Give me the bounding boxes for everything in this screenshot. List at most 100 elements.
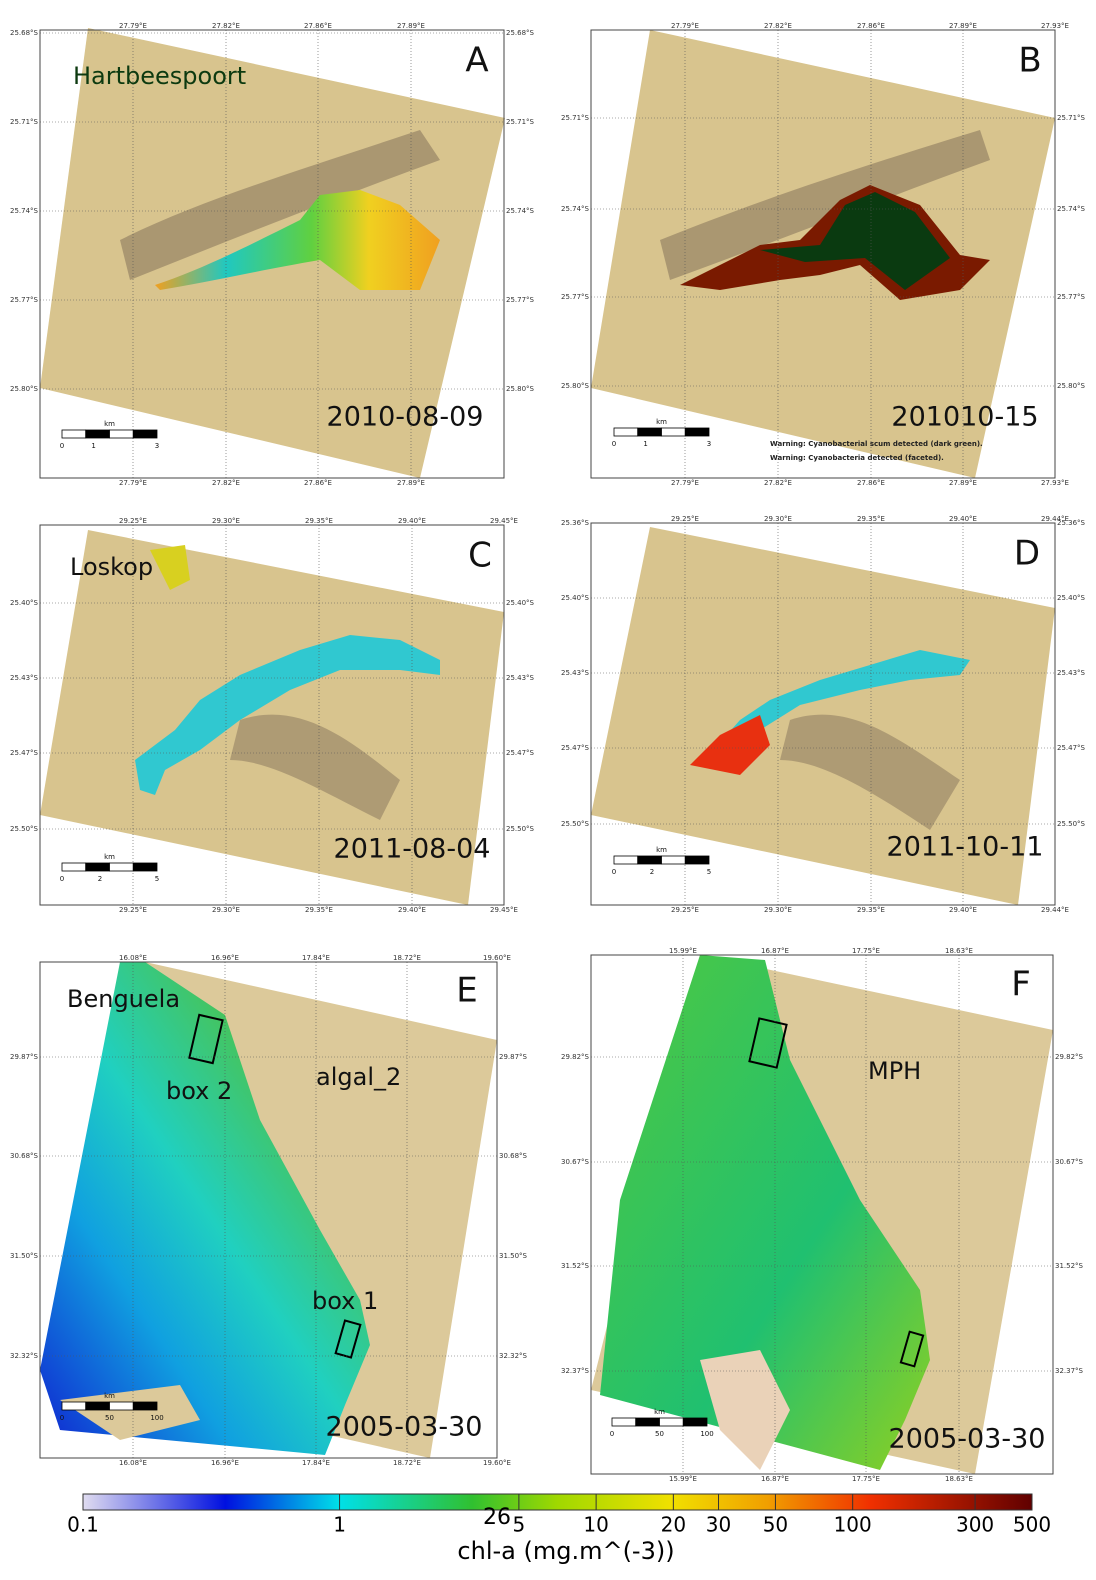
lat-label: 25.74°S <box>506 207 535 215</box>
scale-tick: 0 <box>612 440 616 448</box>
scale-unit: km <box>656 846 667 854</box>
date: 2011-08-04 <box>334 834 491 865</box>
lon-label: 29.30°E <box>764 515 792 523</box>
scale-tick: 100 <box>700 1430 713 1438</box>
lat-label: 25.43°S <box>10 674 39 682</box>
lat-label: 25.43°S <box>506 674 535 682</box>
lat-label: 25.74°S <box>10 207 39 215</box>
lat-label: 29.87°S <box>499 1053 528 1061</box>
lat-label: 31.50°S <box>499 1252 528 1260</box>
lon-label: 27.82°E <box>212 479 240 487</box>
scale-tick: 0 <box>60 875 64 883</box>
lat-label: 25.40°S <box>10 599 39 607</box>
lat-label: 32.32°S <box>10 1352 39 1360</box>
colorbar-tick-label: 500 <box>1013 1513 1051 1537</box>
scale-segment <box>110 863 134 871</box>
algorithm-name: MPH <box>868 1057 921 1085</box>
colorbar-tick-label: 300 <box>956 1513 994 1537</box>
lon-label: 29.44°E <box>1041 515 1069 523</box>
panel-letter: E <box>456 971 477 1011</box>
date: 201010-15 <box>891 402 1038 433</box>
lat-label: 30.68°S <box>10 1152 39 1160</box>
scale-tick: 0 <box>60 1414 64 1422</box>
scale-segment <box>62 1402 86 1410</box>
panel-letter: C <box>468 536 492 576</box>
lon-label: 29.30°E <box>764 906 792 914</box>
scale-segment <box>614 428 638 436</box>
lat-label: 25.50°S <box>1057 820 1086 828</box>
lon-label: 17.75°E <box>852 1475 880 1483</box>
lon-label: 27.82°E <box>764 22 792 30</box>
lat-label: 25.77°S <box>10 296 39 304</box>
lat-label: 25.47°S <box>561 744 590 752</box>
lon-label: 18.63°E <box>945 1475 973 1483</box>
lon-label: 27.79°E <box>119 22 147 30</box>
lon-label: 29.35°E <box>305 517 333 525</box>
lat-label: 25.71°S <box>10 118 39 126</box>
lon-label: 27.79°E <box>671 479 699 487</box>
scale-unit: km <box>656 418 667 426</box>
lon-label: 29.45°E <box>490 517 518 525</box>
scale-segment <box>614 856 638 864</box>
scale-unit: km <box>104 853 115 861</box>
lat-label: 25.47°S <box>1057 744 1086 752</box>
scale-tick: 3 <box>707 440 711 448</box>
date: 2010-08-09 <box>327 402 484 433</box>
lat-label: 31.52°S <box>1055 1262 1084 1270</box>
colorbar-tick-label: 10 <box>583 1513 608 1537</box>
lon-label: 16.08°E <box>119 1459 147 1467</box>
lat-label: 25.40°S <box>561 594 590 602</box>
lat-label: 25.77°S <box>1057 293 1086 301</box>
box-label: box 2 <box>166 1077 232 1105</box>
lat-label: 25.68°S <box>506 29 535 37</box>
maps <box>40 28 1055 1474</box>
scale-tick: 5 <box>707 868 711 876</box>
scale-segment <box>86 863 110 871</box>
lat-label: 31.50°S <box>10 1252 39 1260</box>
date: 2011-10-11 <box>887 832 1044 863</box>
panel-letter: F <box>1011 965 1031 1005</box>
scale-tick: 2 <box>98 875 102 883</box>
lon-label: 27.79°E <box>119 479 147 487</box>
lon-label: 29.40°E <box>949 515 977 523</box>
panel-letter: D <box>1014 534 1040 574</box>
lat-label: 25.43°S <box>1057 669 1086 677</box>
lat-label: 29.82°S <box>1055 1053 1084 1061</box>
lon-label: 16.96°E <box>211 1459 239 1467</box>
scale-segment <box>62 430 86 438</box>
lat-label: 25.50°S <box>10 825 39 833</box>
figure: chl-a (mg.m^(-3)) 26 25.68°S25.68°S25.71… <box>0 0 1096 1576</box>
scale-tick: 0 <box>610 1430 614 1438</box>
scale-segment <box>133 863 157 871</box>
lon-label: 27.86°E <box>304 479 332 487</box>
overlay-text: 26 <box>483 1505 511 1530</box>
lat-label: 32.32°S <box>499 1352 528 1360</box>
algorithm-name: algal_2 <box>316 1063 401 1091</box>
scale-segment <box>110 430 134 438</box>
scale-tick: 50 <box>105 1414 114 1422</box>
scale-segment <box>636 1418 660 1426</box>
lon-label: 27.86°E <box>857 22 885 30</box>
lon-label: 16.08°E <box>119 954 147 962</box>
colorbar-tick-label: 30 <box>706 1513 731 1537</box>
lon-label: 29.25°E <box>671 515 699 523</box>
lat-label: 25.80°S <box>561 382 590 390</box>
lon-label: 19.60°E <box>483 954 511 962</box>
site-name: Loskop <box>70 553 153 581</box>
lat-label: 25.50°S <box>561 820 590 828</box>
site-name: Benguela <box>67 985 180 1013</box>
lat-label: 29.87°S <box>10 1053 39 1061</box>
lat-label: 25.40°S <box>1057 594 1086 602</box>
lon-label: 17.84°E <box>302 954 330 962</box>
lat-label: 25.68°S <box>10 29 39 37</box>
lon-label: 29.35°E <box>857 515 885 523</box>
colorbar-tick-label: 50 <box>763 1513 788 1537</box>
scale-segment <box>662 428 686 436</box>
lon-label: 16.87°E <box>761 1475 789 1483</box>
lon-label: 27.79°E <box>671 22 699 30</box>
lat-label: 25.47°S <box>506 749 535 757</box>
lat-label: 30.67°S <box>1055 1158 1084 1166</box>
lon-label: 27.89°E <box>397 479 425 487</box>
scale-segment <box>638 428 662 436</box>
scale-segment <box>110 1402 134 1410</box>
